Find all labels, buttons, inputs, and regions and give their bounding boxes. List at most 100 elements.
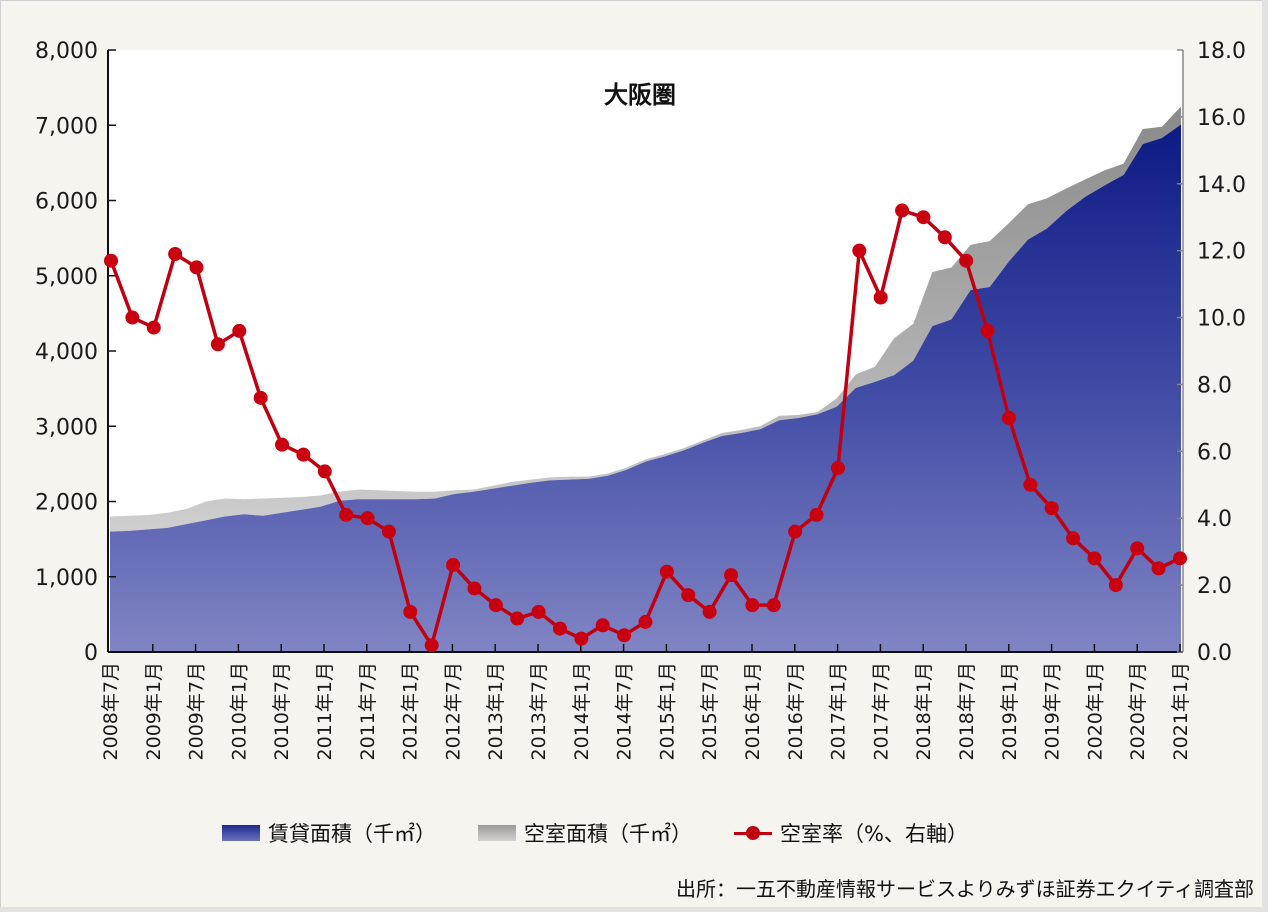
- vacancy-rate-point: [852, 243, 867, 258]
- vacancy-rate-point: [830, 461, 845, 476]
- vacancy-rate-point: [959, 253, 974, 268]
- vacancy-rate-point: [125, 310, 140, 325]
- x-axis-tick-label: 2009年7月: [186, 662, 208, 760]
- left-axis-tick-label: 7,000: [35, 114, 98, 139]
- legend: 賃貸面積（千㎡） 空室面積（千㎡） 空室率（%、右軸）: [222, 818, 968, 848]
- vacancy-rate-point: [168, 247, 183, 262]
- legend-label-rent-area: 賃貸面積（千㎡）: [268, 822, 436, 846]
- vacancy-rate-point: [1001, 410, 1016, 425]
- left-axis-tick-label: 4,000: [35, 340, 98, 365]
- x-axis-tick-label: 2013年7月: [528, 662, 550, 760]
- x-axis-tick-label: 2018年1月: [913, 662, 935, 760]
- right-axis-tick-label: 0.0: [1197, 641, 1232, 666]
- x-axis-tick-label: 2014年1月: [571, 662, 593, 760]
- vacancy-rate-point: [146, 320, 161, 335]
- x-axis-tick-label: 2012年1月: [400, 662, 422, 760]
- vacancy-rate-point: [403, 604, 418, 619]
- vacancy-rate-point: [317, 464, 332, 479]
- vacancy-rate-point: [1044, 501, 1059, 516]
- vacancy-rate-point: [724, 568, 739, 583]
- x-axis-tick-label: 2019年7月: [1042, 662, 1064, 760]
- legend-label-vacancy-rate: 空室率（%、右軸）: [780, 822, 968, 846]
- x-axis-tick-label: 2008年7月: [100, 662, 122, 760]
- vacancy-rate-point: [873, 290, 888, 305]
- area-series: [110, 106, 1181, 652]
- vacancy-rate-point: [339, 507, 354, 522]
- x-axis-tick-label: 2016年1月: [742, 662, 764, 760]
- line-marker-swatch-icon: [734, 825, 772, 841]
- left-axis-tick-label: 8,000: [35, 39, 98, 64]
- frame-shadow-right: [1262, 0, 1268, 912]
- vacancy-rate-point: [424, 638, 439, 653]
- right-axis-tick-label: 16.0: [1197, 106, 1246, 131]
- vacancy-rate-point: [916, 210, 931, 225]
- rent-area-swatch-icon: [222, 825, 260, 841]
- vacancy-rate-point: [253, 390, 268, 405]
- right-axis-tick-label: 14.0: [1197, 173, 1246, 198]
- right-axis-tick-label: 2.0: [1197, 574, 1232, 599]
- right-axis-tick-label: 10.0: [1197, 307, 1246, 332]
- left-axis-tick-label: 6,000: [35, 190, 98, 215]
- legend-label-vacant-area: 空室面積（千㎡）: [524, 822, 692, 846]
- x-axis-tick-label: 2020年1月: [1084, 662, 1106, 760]
- vacancy-rate-point: [210, 337, 225, 352]
- vacancy-rate-point: [574, 631, 589, 646]
- vacancy-rate-point: [809, 507, 824, 522]
- vacancy-rate-point: [296, 447, 311, 462]
- vacancy-rate-point: [702, 604, 717, 619]
- vacancy-rate-point: [980, 323, 995, 338]
- right-axis-tick-label: 8.0: [1197, 373, 1232, 398]
- left-axis-tick-label: 2,000: [35, 491, 98, 516]
- vacancy-rate-point: [937, 230, 952, 245]
- right-axis-tick-label: 18.0: [1197, 39, 1246, 64]
- x-axis-tick-label: 2011年1月: [314, 662, 336, 760]
- vacancy-rate-point: [275, 437, 290, 452]
- vacancy-rate-point: [617, 628, 632, 643]
- vacancy-rate-point: [552, 621, 567, 636]
- left-axis-tick-label: 5,000: [35, 265, 98, 290]
- vacancy-rate-point: [681, 588, 696, 603]
- x-axis-tick-label: 2010年7月: [271, 662, 293, 760]
- vacancy-rate-line: [104, 203, 1187, 653]
- vacant-area-swatch-icon: [478, 825, 516, 841]
- x-axis-tick-label: 2019年1月: [999, 662, 1021, 760]
- x-axis-tick-label: 2009年1月: [143, 662, 165, 760]
- chart-title: 大阪圏: [604, 81, 676, 109]
- x-axis-tick-label: 2011年7月: [357, 662, 379, 760]
- x-axis-tick-label: 2012年7月: [442, 662, 464, 760]
- axes: 0 1,000 2,000 3,000 4,000 5,000 6,000 7,000 8,00…: [35, 39, 1246, 760]
- right-axis-tick-label: 4.0: [1197, 507, 1232, 532]
- right-axis-tick-label: 6.0: [1197, 440, 1232, 465]
- left-axis-tick-label: 0: [84, 641, 98, 666]
- x-axis-tick-label: 2017年1月: [828, 662, 850, 760]
- legend-item-vacancy-rate: 空室率（%、右軸）: [734, 818, 968, 848]
- vacancy-rate-point: [595, 618, 610, 633]
- vacancy-rate-point: [766, 598, 781, 613]
- x-axis-tick-label: 2017年7月: [870, 662, 892, 760]
- source-note: 出所：一五不動産情報サービスよりみずほ証券エクイティ調査部: [676, 877, 1254, 901]
- left-axis-tick-label: 1,000: [35, 566, 98, 591]
- x-axis-tick-label: 2010年1月: [228, 662, 250, 760]
- x-axis-tick-label: 2015年1月: [656, 662, 678, 760]
- vacancy-rate-point: [446, 558, 461, 573]
- left-axis-tick-label: 3,000: [35, 415, 98, 440]
- vacancy-rate-point: [1173, 551, 1187, 566]
- vacancy-rate-point: [1087, 551, 1102, 566]
- x-axis-tick-label: 2021年1月: [1170, 662, 1192, 760]
- x-axis-tick-label: 2016年7月: [785, 662, 807, 760]
- vacancy-rate-point: [467, 581, 482, 596]
- vacancy-rate-point: [788, 524, 803, 539]
- x-axis-tick-label: 2018年7月: [956, 662, 978, 760]
- legend-item-rent-area: 賃貸面積（千㎡）: [222, 818, 436, 848]
- vacancy-rate-point: [1066, 531, 1081, 546]
- right-axis-tick-label: 12.0: [1197, 240, 1246, 265]
- legend-item-vacant-area: 空室面積（千㎡）: [478, 818, 692, 848]
- vacancy-rate-point: [488, 598, 503, 613]
- vacancy-rate-point: [659, 564, 674, 579]
- vacancy-rate-point: [360, 511, 375, 526]
- vacancy-rate-point: [1023, 477, 1038, 492]
- rent-area: [110, 124, 1181, 652]
- vacancy-rate-point: [1108, 578, 1123, 593]
- vacancy-rate-point: [895, 203, 910, 218]
- vacancy-rate-point: [1130, 541, 1145, 556]
